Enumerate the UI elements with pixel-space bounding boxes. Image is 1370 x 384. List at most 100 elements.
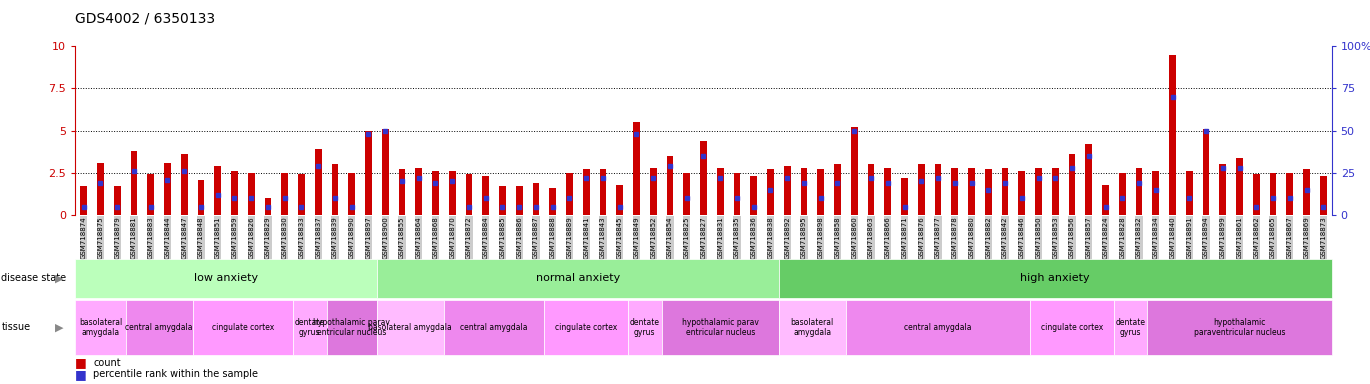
Bar [130,151,137,215]
Bar [649,168,656,215]
Bar [627,300,662,355]
Text: count: count [93,358,121,368]
Bar [281,173,288,215]
Bar [264,198,271,215]
Bar [482,176,489,215]
Text: ▶: ▶ [55,273,63,283]
Bar [377,259,780,298]
Bar [934,164,941,215]
Bar [800,168,807,215]
Bar [751,176,758,215]
Bar [633,122,640,215]
Bar [684,173,690,215]
Text: hypothalamic parav
entricular nucleus: hypothalamic parav entricular nucleus [682,318,759,337]
Text: basolateral
amygdala: basolateral amygdala [790,318,834,337]
Bar [1236,157,1243,215]
Bar [845,300,1030,355]
Bar [700,141,707,215]
Bar [885,168,890,215]
Bar [1001,168,1008,215]
Bar [784,166,790,215]
Bar [969,168,975,215]
Bar [1114,300,1148,355]
Bar [1069,154,1075,215]
Bar [767,169,774,215]
Bar [1101,185,1108,215]
Bar [126,300,193,355]
Bar [667,156,673,215]
Bar [248,173,255,215]
Bar [1254,174,1259,215]
Bar [326,300,377,355]
Text: high anxiety: high anxiety [1021,273,1091,283]
Bar [399,169,406,215]
Bar [1219,164,1226,215]
Bar [348,173,355,215]
Bar [600,169,607,215]
Text: normal anxiety: normal anxiety [536,273,621,283]
Bar [616,185,623,215]
Text: cingulate cortex: cingulate cortex [1041,323,1103,332]
Bar [432,171,438,215]
Bar [780,300,845,355]
Text: dentate
gyrus: dentate gyrus [295,318,325,337]
Bar [382,129,389,215]
Bar [566,173,573,215]
Bar [985,169,992,215]
Bar [516,186,522,215]
Text: ■: ■ [75,356,88,369]
Bar [214,166,221,215]
Text: hypothalamic
paraventricular nucleus: hypothalamic paraventricular nucleus [1193,318,1285,337]
Bar [164,163,171,215]
Bar [332,164,338,215]
Bar [1036,168,1041,215]
Bar [549,188,556,215]
Text: cingulate cortex: cingulate cortex [212,323,274,332]
Bar [75,300,126,355]
Bar [1119,173,1126,215]
Text: cingulate cortex: cingulate cortex [555,323,618,332]
Bar [1052,168,1059,215]
Text: basolateral
amygdala: basolateral amygdala [79,318,122,337]
Bar [717,168,723,215]
Text: percentile rank within the sample: percentile rank within the sample [93,369,258,379]
Bar [918,164,925,215]
Bar [1085,144,1092,215]
Text: ▶: ▶ [55,322,63,333]
Text: central amygdala: central amygdala [904,323,971,332]
Bar [114,186,121,215]
Bar [734,173,740,215]
Bar [818,169,825,215]
Bar [377,300,444,355]
Bar [1319,176,1326,215]
Text: central amygdala: central amygdala [460,323,527,332]
Text: ■: ■ [75,368,88,381]
Bar [97,163,104,215]
Text: disease state: disease state [1,273,67,283]
Bar [315,149,322,215]
Bar [415,168,422,215]
Bar [466,174,473,215]
Bar [867,164,874,215]
Bar [449,171,456,215]
Bar [293,300,326,355]
Bar [851,127,858,215]
Bar [834,164,841,215]
Bar [1270,173,1277,215]
Bar [181,154,188,215]
Text: tissue: tissue [1,322,30,333]
Text: low anxiety: low anxiety [195,273,258,283]
Bar [582,169,589,215]
Bar [1136,168,1143,215]
Bar [193,300,293,355]
Bar [951,168,958,215]
Bar [1018,171,1025,215]
Bar [232,171,238,215]
Bar [1152,171,1159,215]
Bar [662,300,780,355]
Bar [780,259,1332,298]
Bar [1303,169,1310,215]
Text: dentate
gyrus: dentate gyrus [630,318,660,337]
Bar [148,174,153,215]
Bar [1186,171,1193,215]
